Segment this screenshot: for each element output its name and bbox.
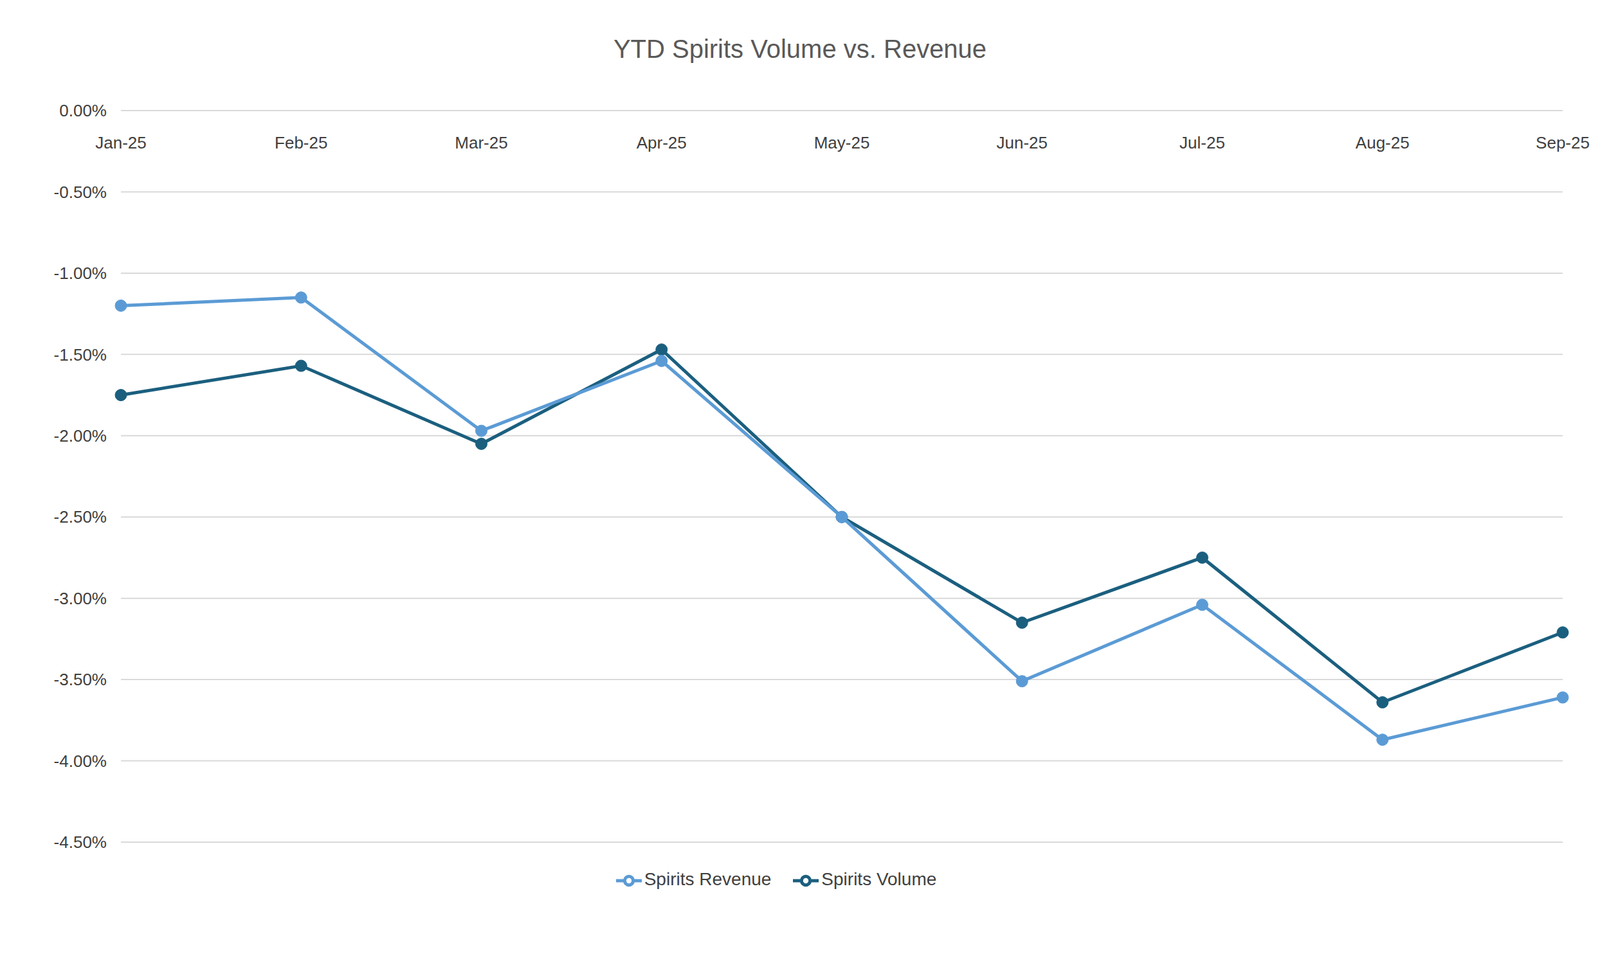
svg-text:-2.00%: -2.00%: [54, 426, 107, 446]
svg-text:-3.00%: -3.00%: [54, 589, 107, 609]
svg-text:-4.00%: -4.00%: [54, 751, 107, 772]
svg-text:Mar-25: Mar-25: [454, 133, 508, 153]
svg-text:Jun-25: Jun-25: [996, 133, 1049, 153]
svg-text:-1.00%: -1.00%: [54, 263, 107, 283]
svg-text:Jan-25: Jan-25: [95, 133, 147, 153]
svg-text:-3.50%: -3.50%: [54, 670, 107, 690]
svg-text:-2.50%: -2.50%: [54, 507, 107, 527]
svg-text:Feb-25: Feb-25: [274, 133, 328, 153]
svg-text:Aug-25: Aug-25: [1355, 133, 1410, 153]
svg-text:Sep-25: Sep-25: [1535, 133, 1590, 153]
svg-text:-1.50%: -1.50%: [54, 345, 107, 365]
svg-text:0.00%: 0.00%: [59, 100, 107, 121]
svg-text:-0.50%: -0.50%: [54, 182, 107, 202]
svg-text:-4.50%: -4.50%: [54, 832, 107, 853]
html-text:Spirits Revenue: Spirits Revenue: [644, 869, 772, 890]
svg-text:Apr-25: Apr-25: [636, 133, 687, 153]
svg-text:May-25: May-25: [814, 133, 871, 153]
html-text:Spirits Volume: Spirits Volume: [821, 869, 937, 890]
html-text:YTD Spirits Volume vs. Revenue: YTD Spirits Volume vs. Revenue: [613, 34, 987, 64]
svg-text:Jul-25: Jul-25: [1179, 133, 1226, 153]
